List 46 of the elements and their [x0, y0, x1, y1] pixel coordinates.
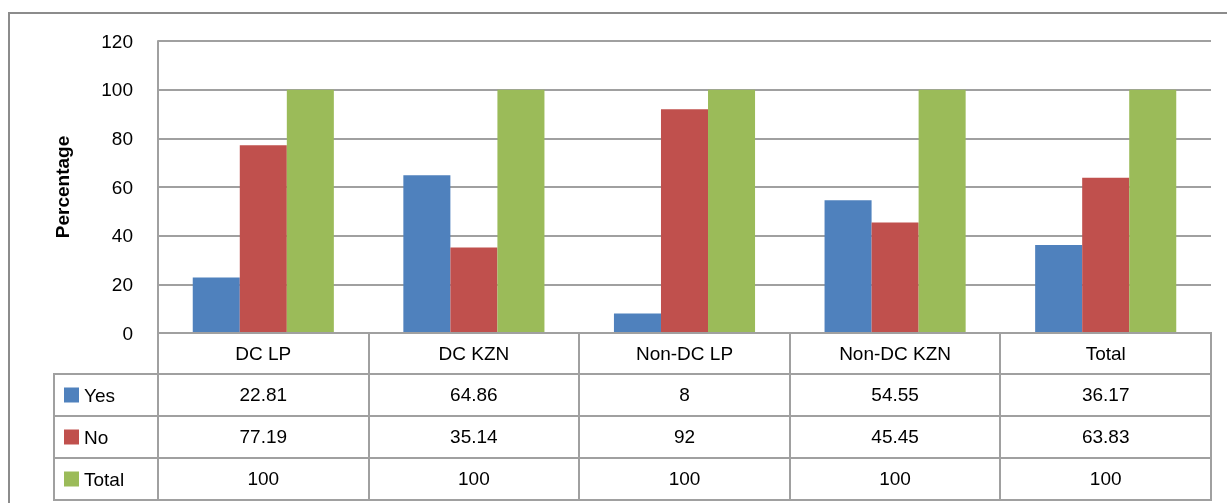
y-tick-label: 40 — [111, 225, 133, 247]
data-label: 36.17 — [1081, 384, 1130, 406]
bar — [1082, 177, 1130, 333]
legend-label: No — [84, 426, 109, 448]
bar — [286, 89, 334, 333]
data-label: 100 — [458, 468, 490, 490]
data-label: 100 — [1089, 468, 1122, 490]
data-label: 22.81 — [239, 384, 288, 406]
data-label: 45.45 — [871, 426, 919, 448]
legend-label: Total — [84, 468, 125, 490]
data-label: 35.14 — [450, 426, 498, 448]
y-tick-label: 100 — [101, 79, 133, 101]
x-tick-label: Total — [1085, 343, 1126, 364]
data-label: 8 — [679, 384, 690, 406]
data-label: 64.86 — [450, 384, 498, 406]
y-tick-label: 120 — [101, 30, 133, 52]
x-tick-label: DC LP — [235, 343, 292, 364]
data-label: 92 — [673, 426, 696, 448]
data-label: 54.55 — [871, 384, 919, 406]
bar — [1129, 89, 1177, 333]
y-tick-label: 20 — [111, 273, 133, 295]
bar — [192, 277, 240, 333]
y-tick-label: 80 — [111, 127, 133, 149]
data-label: 100 — [247, 468, 280, 490]
bar — [239, 145, 287, 333]
legend-label: Yes — [84, 384, 115, 406]
bar — [403, 175, 451, 333]
bar — [1035, 244, 1083, 333]
x-tick-label: Non-DC LP — [635, 343, 734, 364]
bar — [450, 247, 498, 333]
bar — [918, 89, 966, 333]
data-label: 100 — [879, 468, 911, 490]
data-label: 77.19 — [239, 426, 288, 448]
y-tick-label: 0 — [122, 322, 133, 344]
bar — [497, 89, 545, 333]
y-axis-title: Percentage — [52, 135, 73, 239]
bar — [871, 222, 919, 333]
y-tick-label: 60 — [111, 176, 133, 198]
data-label: 100 — [668, 468, 701, 490]
x-tick-label: DC KZN — [438, 343, 510, 364]
data-label: 63.83 — [1081, 426, 1130, 448]
bar — [708, 89, 756, 333]
bar — [613, 313, 661, 333]
bar — [660, 109, 709, 333]
bar — [824, 200, 872, 333]
x-tick-label: Non-DC KZN — [839, 343, 952, 364]
